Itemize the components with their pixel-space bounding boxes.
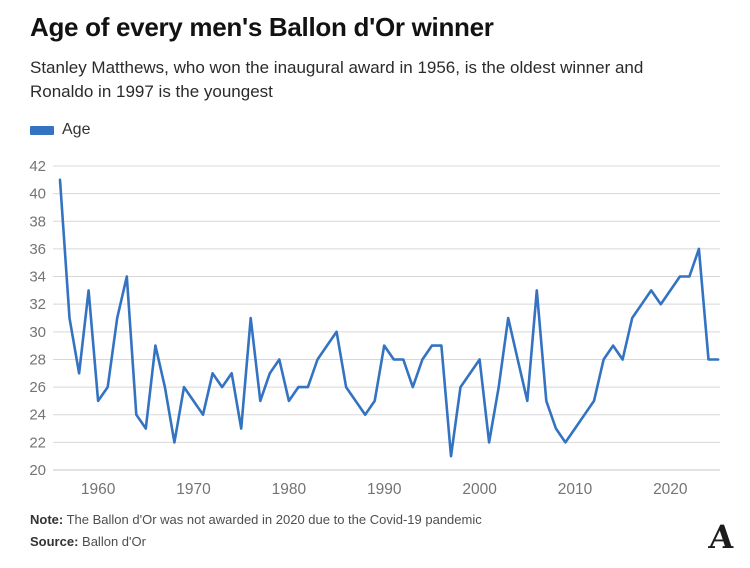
svg-text:22: 22 [29, 434, 46, 451]
chart-subtitle: Stanley Matthews, who won the inaugural … [30, 56, 643, 104]
chart-title: Age of every men's Ballon d'Or winner [30, 12, 494, 43]
svg-text:40: 40 [29, 186, 46, 203]
subtitle-line-2: Ronaldo in 1997 is the youngest [30, 82, 273, 101]
svg-text:1980: 1980 [272, 481, 307, 498]
svg-text:36: 36 [29, 241, 46, 258]
chart-title-text: Age of every men's Ballon d'Or winner [30, 12, 494, 42]
chart-note: Note: The Ballon d'Or was not awarded in… [30, 512, 482, 527]
svg-text:32: 32 [29, 296, 46, 313]
athletic-logo: A [707, 518, 736, 556]
svg-text:1990: 1990 [367, 481, 402, 498]
legend-swatch-age [30, 125, 54, 135]
svg-text:28: 28 [29, 351, 46, 368]
svg-text:2020: 2020 [653, 481, 688, 498]
svg-text:30: 30 [29, 324, 46, 341]
svg-text:26: 26 [29, 379, 46, 396]
svg-text:1960: 1960 [81, 481, 116, 498]
svg-text:38: 38 [29, 213, 46, 230]
note-text: The Ballon d'Or was not awarded in 2020 … [66, 512, 482, 527]
svg-text:24: 24 [29, 407, 46, 424]
note-label: Note: [30, 512, 64, 527]
svg-text:20: 20 [29, 462, 46, 479]
svg-text:34: 34 [29, 269, 46, 286]
chart-source: Source: Ballon d'Or [30, 534, 146, 549]
age-line-chart: 20 22 24 26 28 30 32 34 36 38 40 42 1960 1970 1980 1990… [29, 158, 720, 498]
legend: Age [30, 121, 90, 139]
legend-label: Age [62, 121, 91, 138]
source-label: Source: [30, 534, 79, 549]
svg-text:2010: 2010 [558, 481, 593, 498]
source-text: Ballon d'Or [82, 534, 146, 549]
svg-text:42: 42 [29, 158, 46, 175]
svg-text:1970: 1970 [176, 481, 211, 498]
subtitle-line-1: Stanley Matthews, who won the inaugural … [30, 58, 644, 77]
svg-text:2000: 2000 [462, 481, 497, 498]
